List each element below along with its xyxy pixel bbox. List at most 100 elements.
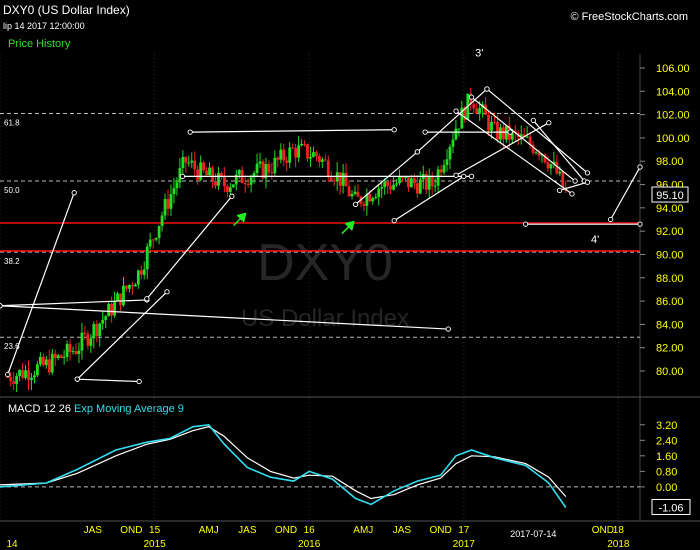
candle-body — [199, 162, 203, 180]
trendline — [486, 88, 588, 174]
candle-body — [125, 285, 128, 289]
candle-body — [315, 152, 318, 157]
time-tick-label: JAS — [393, 525, 412, 536]
candle-body — [154, 237, 158, 240]
candle-body — [95, 324, 99, 337]
year-tick-label: 14 — [6, 539, 18, 550]
candle-body — [44, 359, 48, 366]
candle-body — [27, 370, 30, 381]
candle-body — [297, 145, 301, 158]
candle-body — [341, 172, 345, 186]
candle-body — [415, 183, 419, 194]
trendline-anchor — [179, 173, 186, 180]
candle-body — [534, 152, 538, 154]
cursor-date-label: 2017-07-14 — [510, 529, 556, 539]
fib-label: 50.0 — [4, 186, 20, 195]
candle-body — [389, 185, 393, 190]
candle-body — [353, 191, 357, 194]
price-tick-label: 102.00 — [656, 110, 690, 122]
candle-body — [427, 175, 431, 190]
candle-body — [490, 121, 493, 131]
candle-body — [9, 377, 13, 382]
price-tick-label: 88.00 — [656, 273, 684, 285]
candle-body — [487, 114, 490, 131]
trendline-anchor — [187, 129, 193, 135]
candle-body — [371, 198, 375, 202]
candle-body — [285, 160, 289, 163]
candle-body — [145, 246, 149, 270]
candle-body — [543, 154, 547, 163]
candle-body — [549, 164, 553, 169]
candle-body — [317, 156, 321, 162]
candle-body — [220, 173, 223, 177]
macd-signal-line — [0, 426, 567, 500]
candle-body — [157, 225, 161, 238]
candle-body — [15, 376, 19, 384]
candle-body — [430, 175, 434, 187]
chart-title: DXY0 (US Dollar Index) — [3, 3, 130, 17]
candle-body — [279, 149, 283, 160]
trendline — [0, 305, 449, 330]
trendline-anchor — [229, 193, 235, 199]
candle-body — [50, 353, 54, 373]
candle-body — [439, 169, 443, 173]
candle-body — [101, 319, 105, 324]
candle-body — [205, 170, 208, 176]
macd-last-box — [651, 498, 691, 515]
brand-label[interactable]: © FreeStockCharts.com — [570, 11, 688, 23]
trendline — [146, 195, 233, 300]
candle-body — [133, 284, 137, 287]
price-tick-label: 94.00 — [656, 203, 684, 215]
trendline — [0, 299, 147, 307]
time-tick-label: OND — [429, 525, 451, 536]
trendline-anchor — [584, 170, 591, 176]
trendline — [559, 181, 588, 191]
trendline-anchor — [607, 216, 614, 223]
candle-body — [270, 172, 274, 174]
candle-body — [71, 351, 75, 353]
candle-body — [347, 186, 351, 197]
trendline — [77, 378, 140, 383]
candle-body — [362, 203, 366, 206]
candle-body — [412, 178, 416, 184]
candle-body — [264, 163, 268, 179]
candle-body — [323, 159, 327, 161]
candle-body — [211, 167, 214, 182]
candle-body — [392, 184, 395, 190]
candle-body — [214, 181, 217, 186]
candle-body — [181, 156, 185, 168]
trendline-anchor — [74, 376, 80, 382]
trendline-anchor — [445, 326, 451, 332]
candle-body — [418, 179, 422, 194]
trendline-anchor — [391, 127, 397, 133]
macd-tick-label: 3.20 — [656, 420, 677, 432]
candle-body — [252, 173, 256, 178]
candle-body — [83, 332, 87, 334]
candle-body — [249, 177, 253, 185]
candle-body — [113, 300, 116, 316]
candle-body — [267, 163, 271, 173]
time-tick-label: OND — [120, 525, 142, 536]
chart-datetime: lip 14 2017 12:00:00 — [3, 21, 85, 31]
candle-body — [142, 269, 146, 275]
candle-body — [484, 104, 487, 115]
price-tick-label: 86.00 — [656, 296, 684, 308]
trendline-anchor — [468, 94, 475, 100]
candle-body — [169, 194, 173, 209]
trendline-anchor — [453, 108, 459, 114]
macd-tick-label: 1.60 — [656, 451, 677, 463]
trendline-anchor — [484, 86, 490, 92]
candle-body — [77, 350, 81, 354]
candle-body — [326, 160, 330, 178]
time-tick-label: 16 — [304, 525, 316, 536]
candle-body — [110, 303, 114, 316]
year-tick-label: 2015 — [143, 539, 166, 550]
trendline-anchor — [453, 172, 459, 178]
candle-body — [409, 178, 413, 188]
trendline-anchor — [522, 221, 529, 227]
candle-body — [98, 323, 102, 337]
candle-body — [33, 375, 36, 378]
trendline-anchor — [461, 173, 467, 180]
candle-body — [472, 104, 476, 109]
